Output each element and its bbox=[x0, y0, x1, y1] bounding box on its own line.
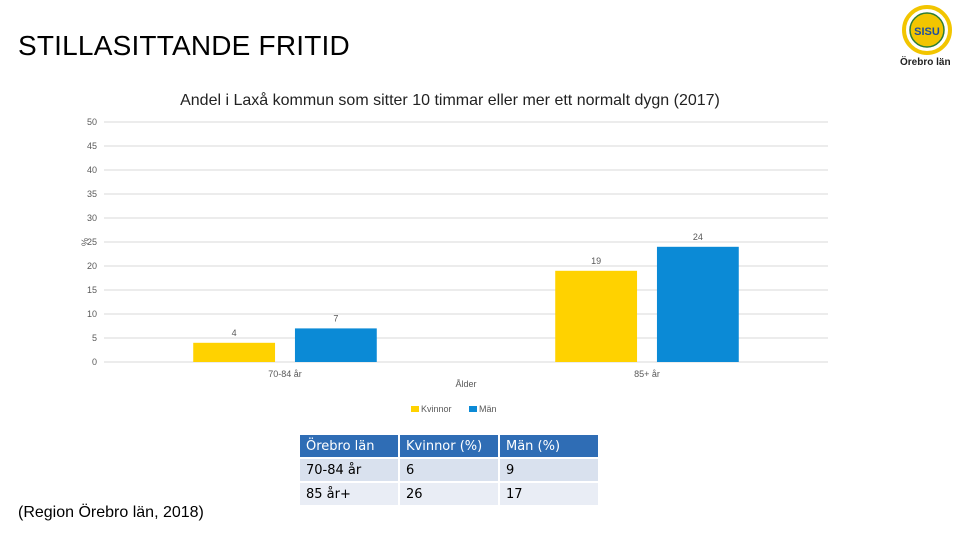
logo-disc-icon bbox=[910, 13, 944, 47]
y-tick-label: 0 bbox=[92, 357, 97, 367]
table-header-cell: Örebro län bbox=[300, 435, 398, 457]
legend-label: Män bbox=[479, 404, 497, 414]
data-label: 19 bbox=[591, 256, 601, 266]
table-header-cell: Kvinnor (%) bbox=[400, 435, 498, 457]
bar-kvinnor bbox=[555, 270, 638, 362]
table-cell: 6 bbox=[400, 459, 498, 481]
legend-swatch bbox=[469, 406, 477, 412]
data-table: Örebro län Kvinnor (%) Män (%) 70-84 år … bbox=[298, 433, 600, 507]
table-header-cell: Män (%) bbox=[500, 435, 598, 457]
bar-män bbox=[294, 328, 377, 362]
data-label: 24 bbox=[693, 232, 703, 242]
x-tick-label: 70-84 år bbox=[268, 369, 302, 379]
table-cell: 9 bbox=[500, 459, 598, 481]
table-row: 70-84 år 6 9 bbox=[300, 459, 598, 481]
y-tick-label: 35 bbox=[87, 189, 97, 199]
y-tick-label: 5 bbox=[92, 333, 97, 343]
source-citation: (Region Örebro län, 2018) bbox=[18, 504, 204, 521]
y-tick-label: 20 bbox=[87, 261, 97, 271]
x-tick-label: 85+ år bbox=[634, 369, 660, 379]
y-tick-label: 50 bbox=[87, 117, 97, 127]
table-cell: 85 år+ bbox=[300, 483, 398, 505]
table-cell: 70-84 år bbox=[300, 459, 398, 481]
data-label: 7 bbox=[333, 313, 338, 323]
y-tick-label: 15 bbox=[87, 285, 97, 295]
table-row: 85 år+ 26 17 bbox=[300, 483, 598, 505]
y-tick-label: 25 bbox=[87, 237, 97, 247]
logo-wreath-icon bbox=[902, 5, 952, 55]
table-header-row: Örebro län Kvinnor (%) Män (%) bbox=[300, 435, 598, 457]
logo-label: Örebro län bbox=[900, 57, 951, 68]
y-tick-label: 30 bbox=[87, 213, 97, 223]
y-tick-label: 45 bbox=[87, 141, 97, 151]
bar-män bbox=[656, 246, 739, 362]
sisu-logo-icon: SISU bbox=[902, 5, 952, 55]
data-label: 4 bbox=[232, 328, 237, 338]
table-cell: 26 bbox=[400, 483, 498, 505]
slide-title: STILLASITTANDE FRITID bbox=[18, 30, 350, 61]
y-axis-label: % bbox=[80, 238, 90, 246]
legend-label: Kvinnor bbox=[421, 404, 452, 414]
bar-kvinnor bbox=[193, 342, 276, 362]
legend-swatch bbox=[411, 406, 419, 412]
logo-emblem-text: SISU bbox=[914, 26, 940, 38]
chart-title: Andel i Laxå kommun som sitter 10 timmar… bbox=[180, 91, 720, 109]
y-tick-label: 10 bbox=[87, 309, 97, 319]
y-tick-label: 40 bbox=[87, 165, 97, 175]
x-axis-label: Ålder bbox=[455, 379, 476, 389]
table-cell: 17 bbox=[500, 483, 598, 505]
